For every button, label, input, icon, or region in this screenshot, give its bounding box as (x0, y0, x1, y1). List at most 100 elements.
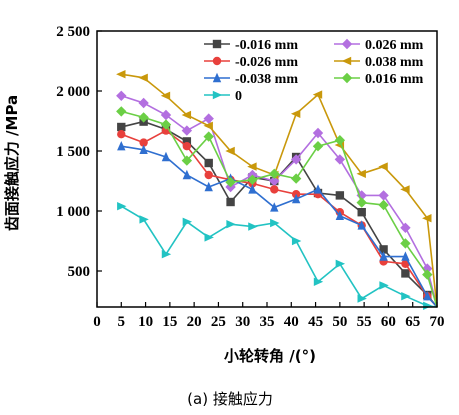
data-point (225, 177, 236, 188)
legend-swatch-marker (212, 39, 222, 49)
legend-swatch-marker (212, 90, 223, 100)
data-point (357, 208, 366, 217)
data-point (116, 106, 127, 117)
series-line (121, 120, 438, 308)
data-point (204, 170, 213, 180)
x-tick-label: 65 (405, 314, 420, 330)
data-point (139, 138, 148, 147)
data-point (138, 73, 148, 82)
axes-layer: 0 5 10 15 20 25 30 35 40 45 50 55 60 65 70 500 1 000 1 50… (56, 24, 444, 330)
data-point (378, 162, 388, 171)
data-point (312, 141, 324, 152)
series-line (121, 129, 438, 308)
data-point (138, 97, 149, 109)
x-tick-label: 50 (332, 314, 347, 330)
legend-item: -0.038 mm (204, 72, 298, 87)
data-point (138, 112, 149, 123)
y-tick-label: 1 500 (56, 144, 90, 160)
data-point (182, 217, 193, 226)
data-point (182, 137, 192, 146)
series-line (121, 110, 438, 308)
series-0 (117, 117, 438, 308)
data-point (139, 215, 149, 224)
data-point (335, 191, 345, 200)
x-tick-label: 0 (93, 314, 101, 330)
x-tick-label: 40 (284, 314, 299, 330)
data-point (182, 169, 192, 180)
legend-swatch-marker (341, 38, 353, 50)
data-point (248, 222, 258, 231)
legend-label: 0.038 mm (365, 55, 424, 70)
series-line (121, 73, 438, 308)
data-point (226, 197, 235, 207)
legend-label: 0.026 mm (365, 38, 424, 53)
data-point (357, 294, 367, 303)
data-point (270, 202, 279, 212)
x-tick-label: 25 (211, 314, 226, 330)
data-point (423, 301, 433, 310)
data-point (247, 162, 257, 171)
data-point (181, 155, 193, 166)
series-3 (116, 70, 438, 308)
data-point (204, 181, 213, 192)
legend-item: 0 (204, 89, 242, 104)
data-point (248, 184, 257, 194)
data-point (116, 70, 126, 79)
data-point (356, 169, 366, 178)
data-point (291, 236, 302, 246)
legend-swatch-marker (341, 72, 353, 84)
legend-label: -0.038 mm (235, 72, 298, 87)
data-point (270, 185, 279, 194)
x-tick-label: 35 (260, 314, 275, 330)
data-point (269, 168, 280, 179)
legend-swatch-marker (341, 56, 352, 66)
data-point (290, 109, 301, 118)
x-axis-title: 小轮转角 /(°) (224, 347, 316, 365)
series-line (121, 95, 438, 308)
data-point (204, 233, 214, 242)
series-line (121, 145, 438, 308)
data-point (160, 109, 172, 121)
data-point (313, 277, 324, 286)
data-point (401, 251, 410, 261)
legend: -0.016 mm 0.026 mm -0.026 mm 0.038 mm -0.038… (204, 38, 424, 104)
data-point (160, 91, 171, 100)
legend-label: 0 (235, 89, 242, 104)
series-layer (116, 70, 438, 310)
data-point (335, 259, 346, 268)
x-tick-label: 20 (187, 314, 202, 330)
data-point (312, 90, 323, 99)
data-point (357, 220, 366, 230)
data-point (422, 269, 433, 280)
x-tick-label: 10 (138, 314, 153, 330)
data-point (334, 135, 346, 146)
legend-item: 0.038 mm (334, 55, 424, 70)
data-point (161, 151, 171, 162)
data-point (116, 90, 127, 101)
data-point (335, 210, 345, 220)
data-point (290, 154, 302, 165)
data-point (423, 291, 432, 301)
data-point (117, 122, 126, 132)
legend-label: 0.016 mm (365, 72, 424, 87)
legend-item: -0.016 mm (204, 38, 298, 53)
data-point (378, 199, 389, 211)
data-point (181, 125, 193, 136)
data-point (401, 269, 410, 278)
data-point (204, 158, 213, 168)
legend-label: -0.016 mm (235, 38, 298, 53)
series-1 (116, 90, 438, 308)
data-point (117, 202, 127, 211)
x-tick-label: 55 (357, 314, 372, 330)
data-point (291, 193, 301, 204)
legend-item: 0.016 mm (334, 72, 424, 87)
legend-label: -0.026 mm (235, 55, 298, 70)
data-point (379, 281, 389, 290)
legend-swatch-marker (212, 56, 222, 66)
y-tick-label: 2 000 (56, 84, 90, 100)
data-point (117, 141, 126, 151)
data-point (400, 238, 411, 249)
data-point (270, 218, 280, 228)
x-tick-label: 30 (235, 314, 250, 330)
